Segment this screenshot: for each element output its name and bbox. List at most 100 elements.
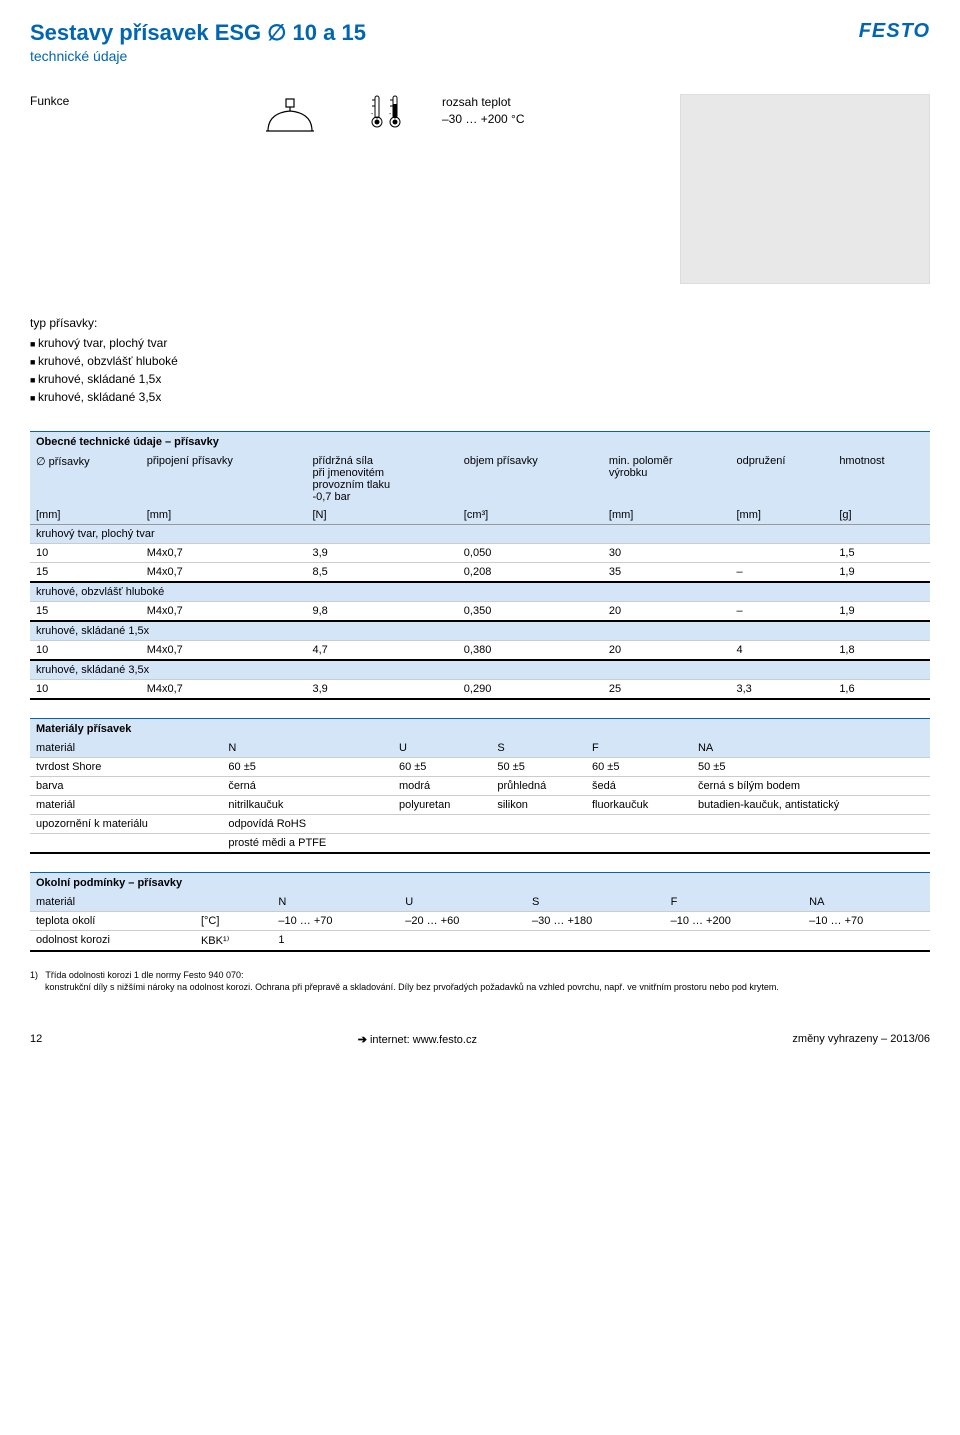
col-header: ∅ přísavky bbox=[30, 452, 141, 506]
col-header: F bbox=[586, 739, 692, 758]
unit: [g] bbox=[833, 506, 930, 525]
footnote-text: Třída odolnosti korozi 1 dle normy Festo… bbox=[45, 970, 243, 980]
table-cell bbox=[526, 931, 665, 952]
type-list-header: typ přísavky: bbox=[30, 314, 930, 332]
page-number: 12 bbox=[30, 1033, 42, 1046]
col-header: min. poloměr výrobku bbox=[603, 452, 731, 506]
table-cell: barva bbox=[30, 777, 222, 796]
tech-data-table: Obecné technické údaje – přísavky ∅ přís… bbox=[30, 431, 930, 700]
table-cell: 1,5 bbox=[833, 544, 930, 563]
table-cell: KBK¹⁾ bbox=[195, 931, 272, 952]
type-item: kruhové, skládané 3,5x bbox=[30, 388, 930, 406]
table-cell: –20 … +60 bbox=[399, 912, 526, 931]
col-header: F bbox=[665, 893, 804, 912]
table-cell: šedá bbox=[586, 777, 692, 796]
festo-logo: FESTO bbox=[859, 20, 930, 43]
table-cell: 20 bbox=[603, 602, 731, 622]
page-header: Sestavy přísavek ESG ∅ 10 a 15 technické… bbox=[30, 20, 930, 84]
footer-date: změny vyhrazeny – 2013/06 bbox=[792, 1033, 930, 1046]
table-cell: 20 bbox=[603, 641, 731, 661]
table-cell: odolnost korozi bbox=[30, 931, 195, 952]
table-cell: M4x0,7 bbox=[141, 680, 307, 700]
table-cell: 8,5 bbox=[306, 563, 457, 583]
table-cell: 30 bbox=[603, 544, 731, 563]
table-cell: 0,290 bbox=[458, 680, 603, 700]
table-cell bbox=[393, 815, 491, 834]
table-cell bbox=[30, 834, 222, 854]
table-cell: 25 bbox=[603, 680, 731, 700]
thermometer-icons: - - bbox=[370, 94, 402, 130]
table-cell: 50 ±5 bbox=[692, 758, 930, 777]
footnote: 1) Třída odolnosti korozi 1 dle normy Fe… bbox=[30, 970, 930, 993]
table-cell: průhledná bbox=[491, 777, 586, 796]
table-cell: polyuretan bbox=[393, 796, 491, 815]
type-item: kruhový tvar, plochý tvar bbox=[30, 334, 930, 352]
table-cell: – bbox=[730, 602, 833, 622]
table-cell: 15 bbox=[30, 563, 141, 583]
table-cell: 1,8 bbox=[833, 641, 930, 661]
table-cell bbox=[665, 931, 804, 952]
type-item: kruhové, obzvlášť hluboké bbox=[30, 352, 930, 370]
function-label: Funkce bbox=[30, 94, 210, 108]
table-cell: M4x0,7 bbox=[141, 602, 307, 622]
table-cell bbox=[491, 834, 586, 854]
unit: [mm] bbox=[30, 506, 141, 525]
table-cell bbox=[399, 931, 526, 952]
footnote-num: 1) bbox=[30, 970, 38, 980]
table-cell: – bbox=[730, 563, 833, 583]
section-label: kruhové, skládané 3,5x bbox=[30, 660, 930, 680]
table-cell: –10 … +200 bbox=[665, 912, 804, 931]
section-label: kruhové, obzvlášť hluboké bbox=[30, 582, 930, 602]
table-cell: teplota okolí bbox=[30, 912, 195, 931]
col-header: NA bbox=[692, 739, 930, 758]
table-cell: materiál bbox=[30, 796, 222, 815]
unit: [cm³] bbox=[458, 506, 603, 525]
table-cell: butadien-kaučuk, antistatický bbox=[692, 796, 930, 815]
section-label: kruhový tvar, plochý tvar bbox=[30, 525, 930, 544]
col-header: hmotnost bbox=[833, 452, 930, 506]
table-cell: 3,9 bbox=[306, 544, 457, 563]
table-cell: 10 bbox=[30, 641, 141, 661]
col-header: S bbox=[526, 893, 665, 912]
page-subtitle: technické údaje bbox=[30, 48, 366, 64]
table-cell: fluorkaučuk bbox=[586, 796, 692, 815]
suction-cup-icon bbox=[250, 94, 330, 139]
table-title: Obecné technické údaje – přísavky bbox=[30, 432, 930, 453]
table-cell: černá s bílým bodem bbox=[692, 777, 930, 796]
col-header: N bbox=[222, 739, 393, 758]
materials-table: Materiály přísavek materiálNUSFNA tvrdos… bbox=[30, 718, 930, 854]
table-cell: 50 ±5 bbox=[491, 758, 586, 777]
table-title: Materiály přísavek bbox=[30, 719, 930, 740]
col-header: odpružení bbox=[730, 452, 833, 506]
table-cell: 0,380 bbox=[458, 641, 603, 661]
table-cell: odpovídá RoHS bbox=[222, 815, 393, 834]
footnote-text: konstrukční díly s nižšími nároky na odo… bbox=[45, 982, 779, 992]
table-cell: M4x0,7 bbox=[141, 641, 307, 661]
col-header: NA bbox=[803, 893, 930, 912]
col-header: materiál bbox=[30, 893, 195, 912]
temp-value: –30 … +200 °C bbox=[442, 111, 525, 128]
col-header: N bbox=[272, 893, 399, 912]
svg-text:-: - bbox=[371, 111, 374, 118]
table-cell: 0,350 bbox=[458, 602, 603, 622]
unit: [mm] bbox=[141, 506, 307, 525]
table-cell: 1,9 bbox=[833, 563, 930, 583]
table-cell: 10 bbox=[30, 544, 141, 563]
table-cell: 9,8 bbox=[306, 602, 457, 622]
type-item: kruhové, skládané 1,5x bbox=[30, 370, 930, 388]
table-cell: 3,3 bbox=[730, 680, 833, 700]
product-image bbox=[680, 94, 930, 284]
svg-text:-: - bbox=[389, 111, 392, 118]
col-header: materiál bbox=[30, 739, 222, 758]
table-cell bbox=[730, 544, 833, 563]
table-cell: 1,9 bbox=[833, 602, 930, 622]
col-header: objem přísavky bbox=[458, 452, 603, 506]
table-cell: 0,208 bbox=[458, 563, 603, 583]
table-cell: 10 bbox=[30, 680, 141, 700]
table-cell: silikon bbox=[491, 796, 586, 815]
col-header: U bbox=[399, 893, 526, 912]
page-footer: 12 internet: www.festo.cz změny vyhrazen… bbox=[30, 1033, 930, 1046]
env-conditions-table: Okolní podmínky – přísavky materiálNUSFN… bbox=[30, 872, 930, 952]
table-cell bbox=[586, 815, 692, 834]
col-header: přídržná síla při jmenovitém provozním t… bbox=[306, 452, 457, 506]
